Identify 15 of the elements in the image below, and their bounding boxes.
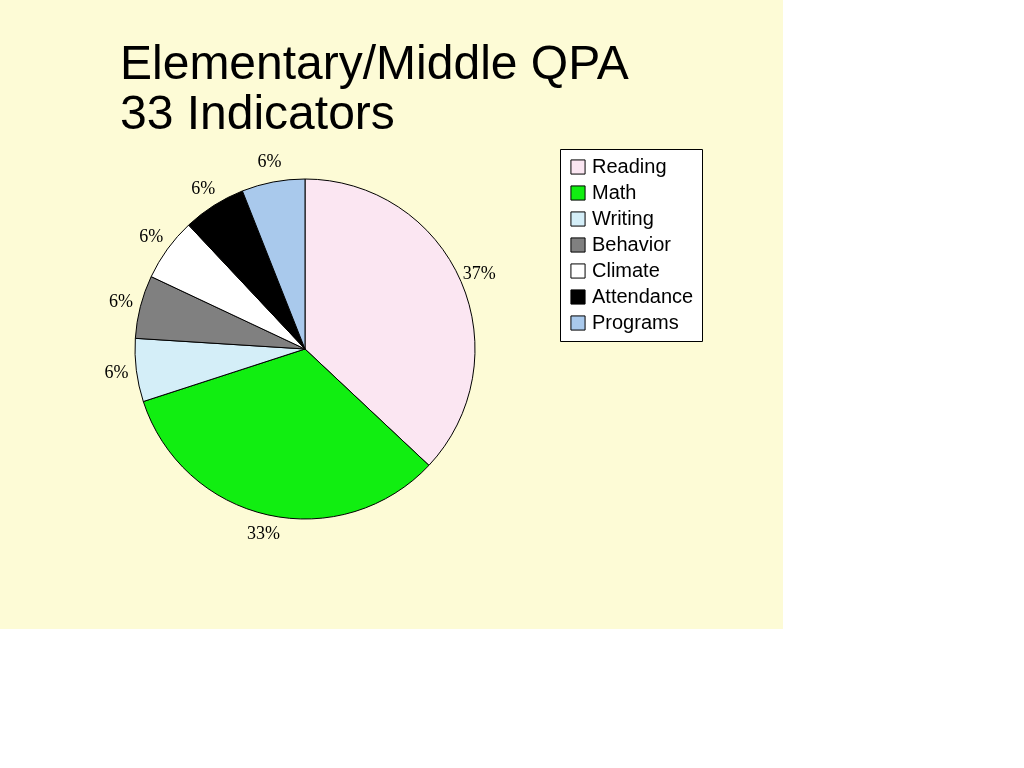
data-label: 6% xyxy=(104,361,129,382)
data-label: 6% xyxy=(191,177,216,198)
legend-label: Climate xyxy=(592,259,660,281)
legend-label: Math xyxy=(592,181,637,203)
data-label: 33% xyxy=(247,523,281,544)
legend-label: Reading xyxy=(592,155,667,177)
data-label: 6% xyxy=(108,290,133,311)
legend-label: Attendance xyxy=(592,285,694,307)
legend-label: Behavior xyxy=(592,233,672,255)
data-label: 37% xyxy=(462,262,496,283)
legend-label: Programs xyxy=(592,311,679,333)
chart-title: Elementary/Middle QPA 33 Indicators xyxy=(120,35,629,139)
legend-label: Writing xyxy=(592,207,654,229)
data-label: 6% xyxy=(257,151,282,172)
data-label: 6% xyxy=(139,226,164,247)
